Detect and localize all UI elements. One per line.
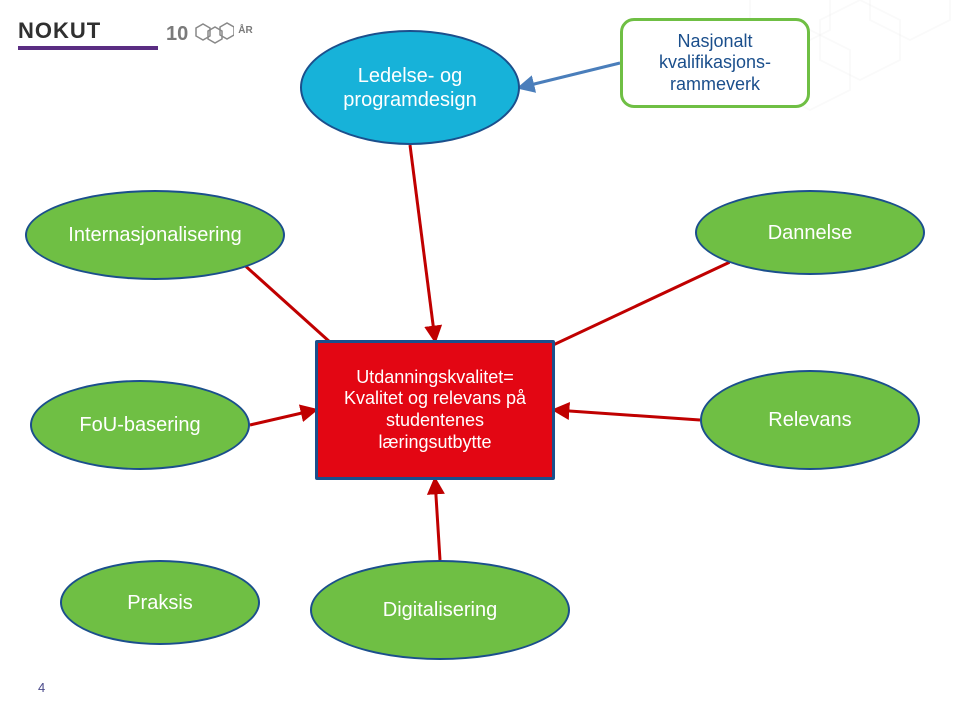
arrow-ledelse-to-center — [410, 145, 435, 340]
node-relevans-label: Relevans — [768, 408, 851, 432]
node-internasj: Internasjonalisering — [25, 190, 285, 280]
page-number: 4 — [38, 680, 45, 695]
logo-anniversary: 10 ÅR — [166, 21, 253, 47]
node-center-label: Utdanningskvalitet=Kvalitet og relevans … — [344, 367, 526, 453]
node-center: Utdanningskvalitet=Kvalitet og relevans … — [315, 340, 555, 480]
arrow-relevans-to-center — [555, 410, 700, 420]
node-fou-label: FoU-basering — [79, 413, 200, 437]
logo-block: NOKUT — [18, 18, 158, 50]
node-internasj-label: Internasjonalisering — [68, 223, 241, 247]
logo-text: NOKUT — [18, 18, 158, 44]
logo-ten: 10 — [166, 23, 188, 46]
logo-hex-icon — [190, 21, 234, 47]
logo-underline — [18, 46, 158, 50]
arrow-nasjonalt-to-ledelse — [520, 63, 620, 88]
arrow-digital-to-center — [435, 480, 440, 560]
node-ledelse: Ledelse- ogprogramdesign — [300, 30, 520, 145]
node-nasjonalt-label: Nasjonaltkvalifikasjons-rammeverk — [659, 31, 771, 96]
node-ledelse-label: Ledelse- ogprogramdesign — [343, 64, 476, 112]
node-nasjonalt: Nasjonaltkvalifikasjons-rammeverk — [620, 18, 810, 108]
node-dannelse: Dannelse — [695, 190, 925, 275]
node-praksis: Praksis — [60, 560, 260, 645]
node-praksis-label: Praksis — [127, 591, 193, 615]
logo-suffix: ÅR — [238, 25, 252, 36]
diagram-canvas: NOKUT 10 ÅR Ledelse- ogprogramdesign Nasj… — [0, 0, 960, 707]
arrow-fou-to-center — [250, 410, 315, 425]
node-digital: Digitalisering — [310, 560, 570, 660]
node-dannelse-label: Dannelse — [768, 221, 853, 245]
logo: NOKUT 10 ÅR — [18, 18, 253, 50]
node-fou: FoU-basering — [30, 380, 250, 470]
node-digital-label: Digitalisering — [383, 598, 498, 622]
node-relevans: Relevans — [700, 370, 920, 470]
